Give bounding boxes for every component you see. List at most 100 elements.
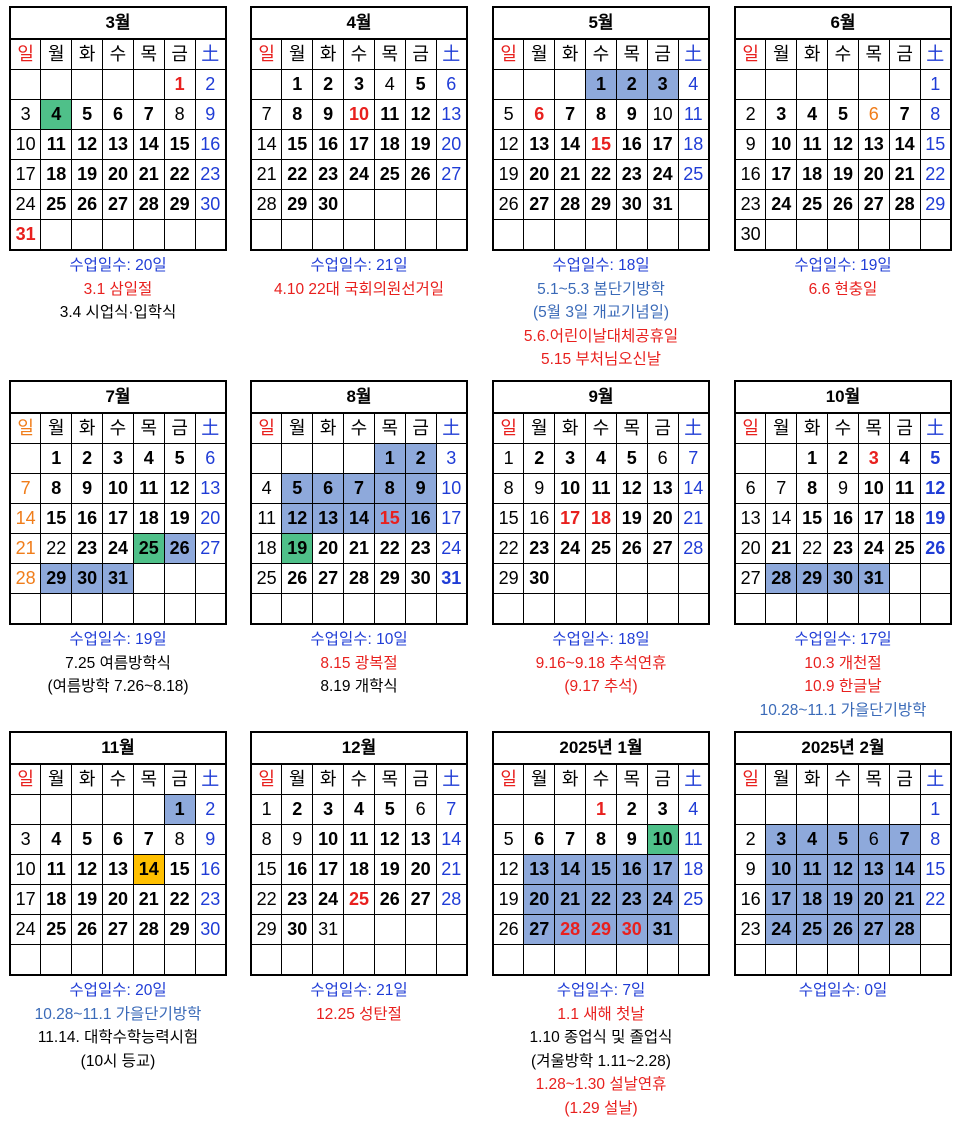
day-cell: 3 [9, 824, 42, 855]
month-notes: 수업일수: 21일 4.10 22대 국회의원선거일 [250, 254, 468, 301]
empty-cell [677, 219, 710, 251]
day-cell: 19 [281, 533, 314, 564]
event-note: 4.10 22대 국회의원선거일 [273, 280, 445, 298]
month-calendar: 6월 일 월 화 수 목 금 土 1 2 3 4 5 6 7 8 9 10 11 12 13 14 15 16 17 18 19 20… [734, 6, 952, 301]
day-cell: 26 [404, 159, 437, 190]
weekday-header: 화 [71, 38, 104, 70]
weekday-header: 금 [404, 763, 437, 795]
empty-cell [677, 593, 710, 625]
day-cell: 27 [523, 189, 556, 220]
day-cell: 26 [71, 189, 104, 220]
empty-cell [250, 944, 283, 976]
empty-cell [734, 794, 767, 825]
day-cell: 8 [919, 824, 952, 855]
day-cell: 27 [312, 563, 345, 594]
empty-cell [250, 69, 283, 100]
day-cell: 17 [9, 159, 42, 190]
day-cell: 24 [102, 533, 134, 564]
day-cell: 3 [554, 443, 587, 474]
weekday-header: 土 [435, 763, 468, 795]
day-cell: 12 [919, 473, 952, 504]
empty-cell [40, 794, 73, 825]
weekday-header: 수 [102, 412, 134, 444]
weekday-header: 목 [857, 412, 890, 444]
empty-cell [435, 593, 468, 625]
empty-cell [194, 593, 227, 625]
day-cell: 11 [677, 99, 710, 130]
day-cell: 2 [194, 69, 227, 100]
day-cell: 28 [677, 533, 710, 564]
day-cell: 30 [615, 914, 648, 945]
day-cell: 22 [492, 533, 525, 564]
empty-cell [554, 69, 587, 100]
day-cell: 17 [343, 129, 375, 160]
empty-cell [734, 593, 767, 625]
weekday-header: 일 [734, 763, 767, 795]
day-cell: 16 [281, 854, 314, 885]
empty-cell [194, 219, 227, 251]
weekday-header: 월 [523, 412, 556, 444]
day-cell: 22 [919, 159, 952, 190]
empty-cell [615, 219, 648, 251]
day-cell: 22 [585, 884, 617, 915]
day-cell: 22 [163, 159, 196, 190]
day-cell: 2 [71, 443, 104, 474]
empty-cell [250, 593, 283, 625]
day-cell: 29 [585, 189, 617, 220]
day-cell: 16 [734, 884, 767, 915]
month-grid: 8월 일 월 화 수 목 금 土 1 2 3 4 5 6 7 8 9 10 11 12 13 14 15 16 17 18 19 20… [250, 380, 468, 625]
day-cell: 21 [435, 854, 468, 885]
day-cell: 17 [765, 884, 798, 915]
day-cell: 29 [163, 189, 196, 220]
day-cell: 29 [919, 189, 952, 220]
empty-cell [40, 944, 73, 976]
empty-cell [163, 563, 196, 594]
day-cell: 24 [343, 159, 375, 190]
day-cell: 8 [163, 824, 196, 855]
event-note: 12.25 성탄절 [316, 1005, 402, 1023]
day-cell: 2 [615, 69, 648, 100]
day-cell: 19 [615, 503, 648, 534]
day-cell: 21 [9, 533, 42, 564]
day-cell: 13 [857, 854, 890, 885]
day-cell: 31 [646, 189, 679, 220]
day-cell: 6 [857, 824, 890, 855]
day-cell: 9 [827, 473, 859, 504]
day-cell: 8 [919, 99, 952, 130]
empty-cell [796, 944, 829, 976]
empty-cell [765, 593, 798, 625]
event-note: 5.1~5.3 봄단기방학 [537, 280, 665, 298]
day-cell: 23 [71, 533, 104, 564]
weekday-header: 금 [888, 763, 921, 795]
day-cell: 8 [585, 99, 617, 130]
empty-cell [919, 944, 952, 976]
day-cell: 18 [585, 503, 617, 534]
empty-cell [796, 794, 829, 825]
weekday-header: 土 [194, 412, 227, 444]
day-cell: 1 [919, 69, 952, 100]
day-cell: 15 [281, 129, 314, 160]
weekday-header: 土 [919, 412, 952, 444]
day-cell: 27 [857, 914, 890, 945]
empty-cell [857, 944, 890, 976]
weekday-header: 목 [132, 412, 165, 444]
day-cell: 26 [163, 533, 196, 564]
day-cell: 31 [312, 914, 345, 945]
day-cell: 11 [373, 99, 406, 130]
weekday-header: 화 [71, 763, 104, 795]
day-cell: 3 [646, 794, 679, 825]
empty-cell [132, 563, 165, 594]
month-title: 6월 [734, 6, 952, 40]
month-title: 7월 [9, 380, 227, 414]
day-cell: 5 [919, 443, 952, 474]
day-cell: 27 [857, 189, 890, 220]
empty-cell [373, 944, 406, 976]
day-cell: 4 [373, 69, 406, 100]
weekday-header: 수 [827, 38, 859, 70]
day-cell: 6 [857, 99, 890, 130]
event-note: 10.9 한글날 [804, 678, 882, 695]
empty-cell [132, 794, 165, 825]
empty-cell [404, 189, 437, 220]
day-cell: 30 [71, 563, 104, 594]
empty-cell [435, 944, 468, 976]
